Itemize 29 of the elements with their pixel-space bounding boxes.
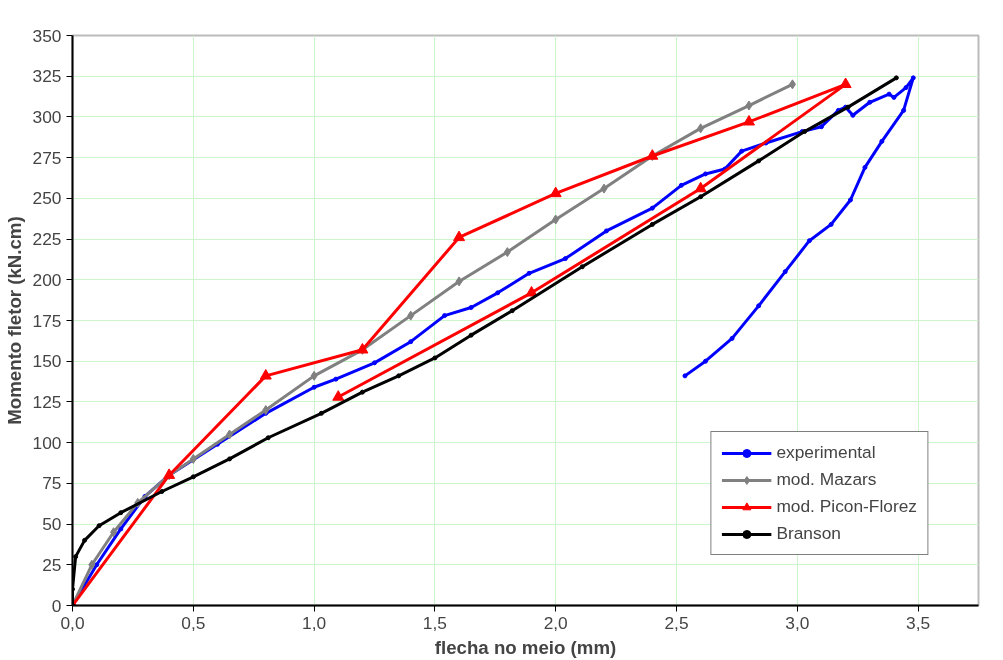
- y-tick-label: 75: [42, 473, 62, 494]
- x-axis-title: flecha no meio (mm): [434, 636, 617, 658]
- y-tick-label: 300: [32, 106, 62, 127]
- y-tick-label: 150: [32, 351, 62, 372]
- legend-label: Branson: [776, 523, 841, 544]
- legend-label: mod. Picon-Florez: [776, 496, 917, 517]
- y-tick-label: 50: [42, 514, 62, 535]
- x-tick-label: 2,0: [543, 612, 568, 633]
- x-tick-label: 3,5: [906, 612, 931, 633]
- y-tick-label: 350: [32, 25, 62, 46]
- legend-label: mod. Mazars: [776, 469, 877, 490]
- y-tick-label: 250: [32, 188, 62, 209]
- x-tick-label: 1,0: [302, 612, 327, 633]
- y-tick-label: 275: [32, 147, 62, 168]
- legend-label: experimental: [776, 442, 876, 463]
- y-tick-label: 100: [32, 432, 62, 453]
- y-tick-label: 25: [42, 554, 62, 575]
- y-tick-label: 325: [32, 66, 62, 87]
- x-tick-label: 2,5: [664, 612, 689, 633]
- y-tick-label: 125: [32, 391, 62, 412]
- y-tick-label: 200: [32, 269, 62, 290]
- x-tick-label: 0,5: [181, 612, 206, 633]
- y-axis-title: Momento fletor (kN.cm): [3, 216, 25, 425]
- x-tick-label: 1,5: [422, 612, 447, 633]
- x-tick-label: 3,0: [785, 612, 810, 633]
- y-tick-label: 225: [32, 229, 62, 250]
- y-tick-label: 175: [32, 310, 62, 331]
- y-tick-label: 0: [51, 595, 62, 616]
- x-tick-label: 0,0: [60, 612, 85, 633]
